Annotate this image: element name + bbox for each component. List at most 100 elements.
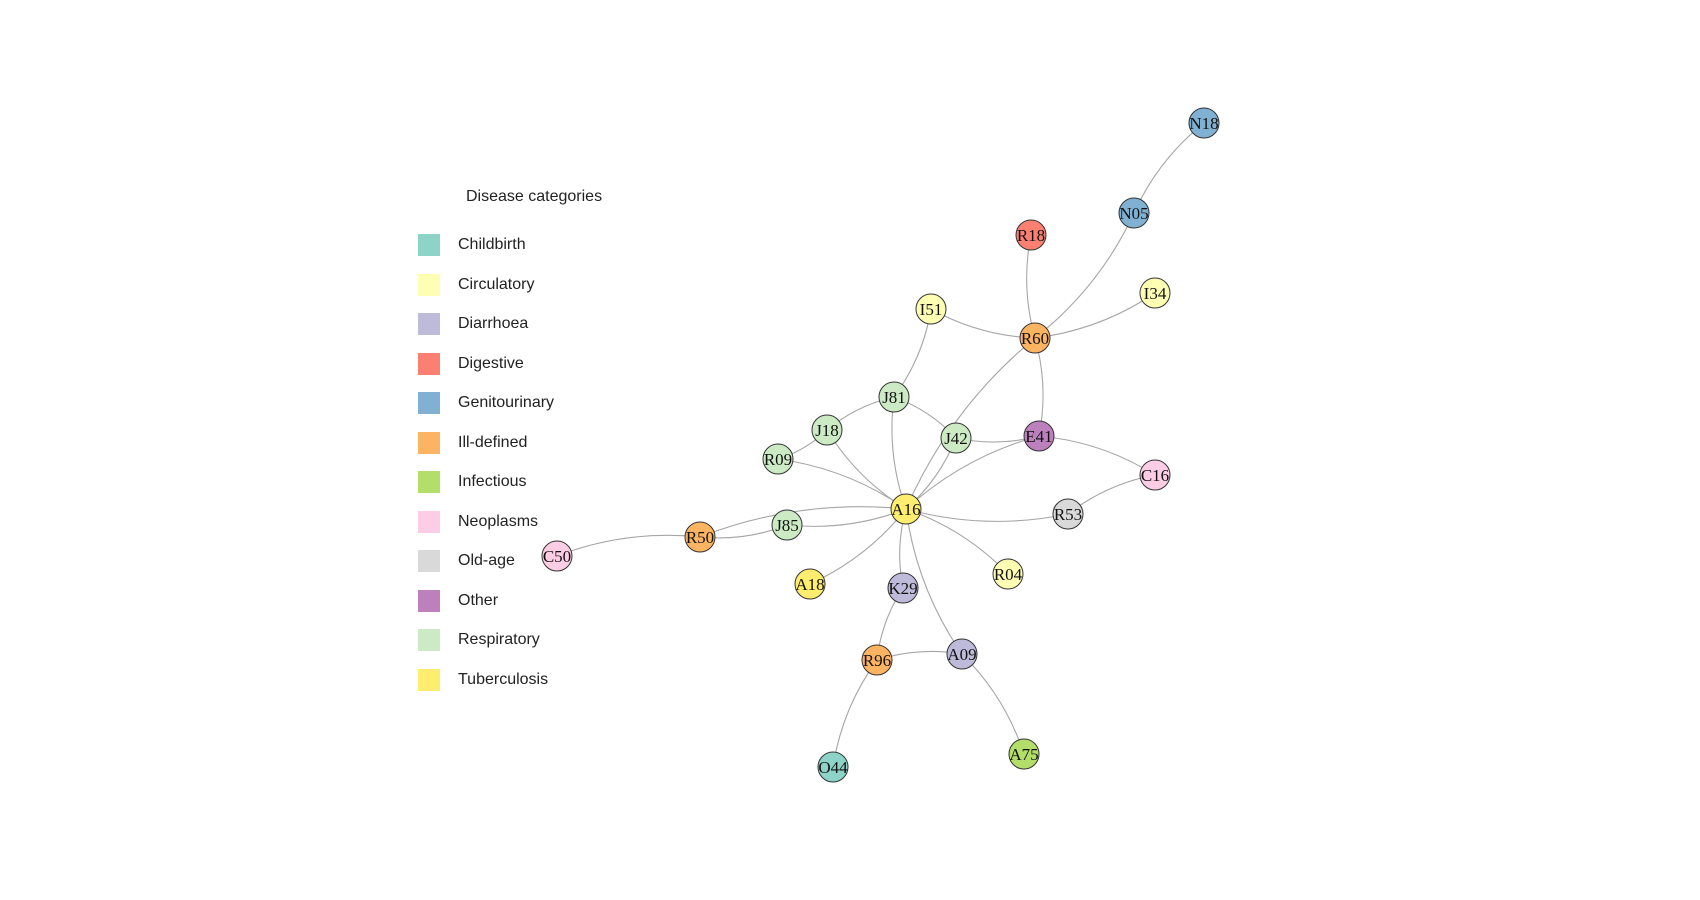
legend-item-diarrhoea: Diarrhoea [418,313,528,335]
node-circle [1052,498,1084,530]
node-label: R04 [994,565,1023,584]
node-c16: C16 [1139,459,1171,491]
node-circle [684,521,716,553]
node-a18: A18 [794,568,826,600]
legend-swatch [418,392,440,414]
legend-item-infectious: Infectious [418,471,526,493]
node-circle [940,422,972,454]
node-label: R60 [1021,329,1049,348]
edge-a09-a75 [961,653,1025,755]
node-label: I34 [1144,284,1167,303]
edge-j85-a16 [786,508,907,527]
legend-label: Other [458,591,499,609]
node-label: R18 [1017,226,1045,245]
node-label: C16 [1141,466,1169,485]
node-label: A16 [891,500,920,519]
node-i34: I34 [1139,277,1171,309]
node-label: A18 [795,575,824,594]
node-i51: I51 [915,293,947,325]
node-circle [762,443,794,475]
node-label: I51 [920,300,943,319]
node-circle [811,414,843,446]
node-circle [1139,459,1171,491]
node-circle [946,638,978,670]
edge-r96-o44 [832,659,878,768]
nodes-layer: N18 N05 R18 I34 I51 R60 J81 J18 J42 E41 R09 C16 A16 R… [541,107,1220,783]
node-e41: E41 [1023,420,1055,452]
legend-label: Genitourinary [458,394,555,411]
node-circle [878,381,910,413]
legend-swatch [418,273,440,296]
node-n05: N05 [1118,197,1150,229]
legend-title: Disease categories [466,188,603,205]
edge-e41-a16 [905,435,1040,510]
node-circle [861,644,893,676]
legend-label: Neoplasms [458,512,539,530]
node-label: A09 [947,645,976,664]
legend-item-tuberculosis: Tuberculosis [418,668,549,691]
legend-swatch [418,510,440,533]
legend-swatch [418,313,440,335]
legend-swatch [418,471,440,493]
node-circle [794,568,826,600]
node-r50: R50 [684,521,716,553]
legend-item-other: Other [418,589,499,612]
legend-label: Tuberculosis [458,670,549,688]
legend-label: Old-age [458,552,515,569]
node-j81: J81 [878,381,910,413]
node-circle [541,540,573,572]
edge-i34-r60 [1034,292,1156,339]
legend-swatch [418,431,440,454]
node-label: C50 [543,547,571,566]
edge-j81-a16 [891,396,907,510]
legend-item-digestive: Digestive [418,352,524,375]
legend-swatch [418,589,440,612]
node-label: N18 [1189,114,1218,133]
node-o44: O44 [817,751,849,783]
node-label: R09 [764,450,792,469]
node-r18: R18 [1015,219,1047,251]
node-label: J85 [775,516,799,535]
legend-swatch [418,629,440,651]
edge-i51-r60 [930,308,1036,339]
node-label: O44 [818,758,848,777]
node-circle [1139,277,1171,309]
node-label: J18 [815,421,839,440]
node-circle [915,293,947,325]
edge-n18-n05 [1133,122,1205,214]
node-label: J42 [944,429,968,448]
edge-r09-a16 [777,458,907,510]
edge-n05-r60 [1034,212,1135,339]
node-circle [1015,219,1047,251]
legend-label: Ill-defined [458,433,528,451]
legend-swatch [418,668,440,691]
node-label: R96 [863,651,891,670]
node-n18: N18 [1188,107,1220,139]
legend-swatch [418,550,440,572]
legend-label: Infectious [458,473,527,490]
node-label: E41 [1025,427,1052,446]
node-j85: J85 [771,509,803,541]
node-label: K29 [888,579,917,598]
legend-item-neoplasms: Neoplasms [418,510,539,533]
node-circle [887,572,919,604]
legend-label: Circulatory [458,275,535,293]
node-circle [1008,738,1040,770]
node-j18: J18 [811,414,843,446]
node-label: R53 [1054,505,1082,524]
node-label: N05 [1119,204,1148,223]
edge-a09-a16 [905,508,963,655]
legend-label: Childbirth [458,236,526,253]
node-circle [771,509,803,541]
legend-swatch [418,352,440,375]
node-circle [992,558,1024,590]
node-k29: K29 [887,572,919,604]
legend-label: Digestive [458,354,524,372]
legend-item-childbirth: Childbirth [418,234,526,256]
edge-j18-a16 [826,429,907,510]
node-a75: A75 [1008,738,1040,770]
legend-item-ill-defined: Ill-defined [418,431,528,454]
node-r96: R96 [861,644,893,676]
node-c50: C50 [541,540,573,572]
